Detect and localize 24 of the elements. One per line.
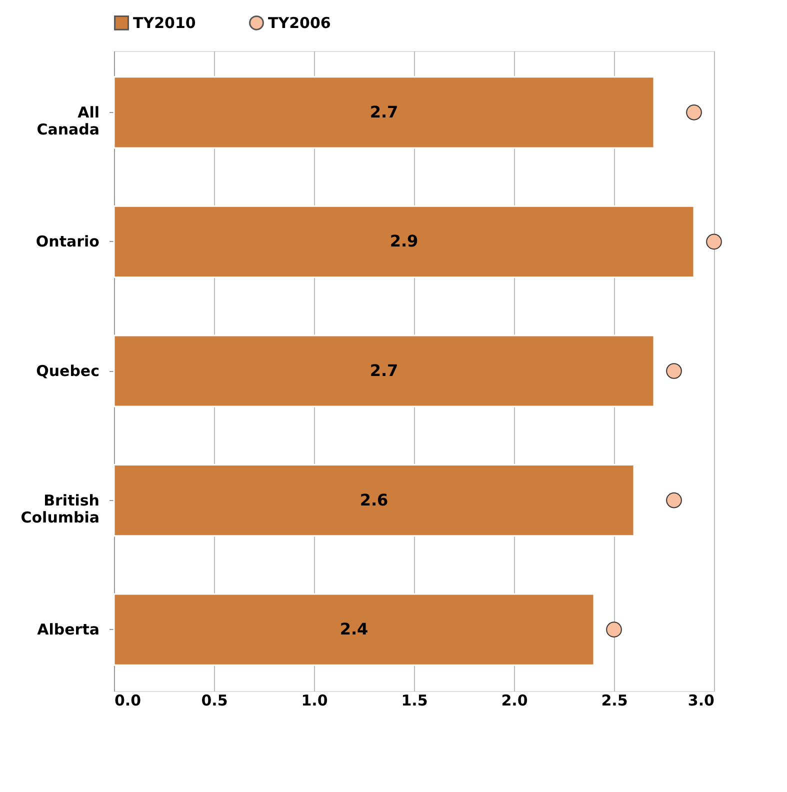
y-tick-label: British Columbia [20,491,100,526]
point [666,492,682,508]
x-tick-label: 0.0 [114,692,142,710]
legend-label: TY2006 [268,14,331,32]
x-tick-label: 2.0 [501,692,528,710]
x-tick-label: 2.5 [601,692,628,710]
data-label: 2.6 [360,490,388,510]
y-tick-label: All Canada [36,103,100,138]
x-tick-label: 1.5 [401,692,428,710]
x-tick-label: 0.5 [201,692,228,710]
y-tick-label: Quebec [36,362,100,380]
data-label: 2.7 [370,102,398,122]
y-tick-label: Alberta [37,620,100,639]
x-tick-label: 1.0 [301,692,328,710]
data-label: 2.4 [340,620,368,639]
point [706,234,722,250]
data-label: 2.7 [370,361,398,380]
y-tick-label: Ontario [36,232,100,251]
point [666,363,682,379]
data-label: 2.9 [390,232,418,251]
point [686,104,702,120]
legend-label: TY2010 [133,14,196,32]
x-tick-label: 3.0 [688,692,714,710]
point [606,622,622,638]
